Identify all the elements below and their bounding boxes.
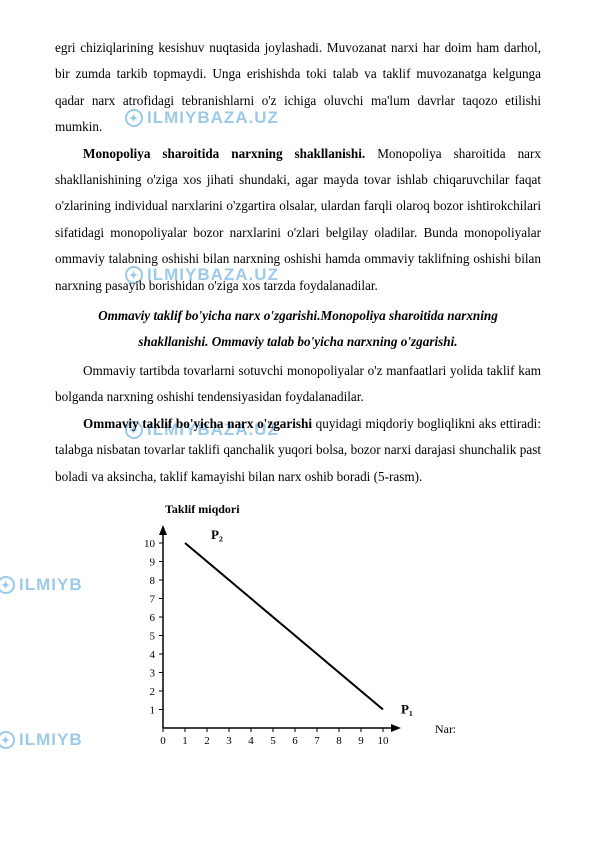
svg-text:5: 5: [270, 735, 276, 747]
heading-line-1: Ommaviy taklif bo'yicha narx o'zgarishi.…: [55, 303, 541, 329]
svg-text:9: 9: [150, 556, 156, 568]
paragraph-4: Ommaviy taklif bo'yicha narx o'zgarishi …: [55, 411, 541, 490]
paragraph-4-lead: Ommaviy taklif bo'yicha narx o'zgarishi: [83, 416, 312, 431]
supply-chart: Taklif miqdori 1 2 3 4 5 6 7 8 9 10 0 1 2 3 4 5 6 7 8 9 10 P₂…: [115, 502, 541, 758]
chart-title: Taklif miqdori: [165, 502, 541, 517]
paragraph-3: Ommaviy tartibda tovarlarni sotuvchi mon…: [55, 358, 541, 411]
paragraph-2: Monopoliya sharoitida narxning shakllani…: [55, 141, 541, 299]
paragraph-1: egri chiziqlarining kesishuv nuqtasida j…: [55, 35, 541, 141]
svg-text:6: 6: [292, 735, 298, 747]
chart-svg: 1 2 3 4 5 6 7 8 9 10 0 1 2 3 4 5 6 7 8 9 10 P₂ P₁ Narx: [115, 523, 455, 753]
svg-text:Narx: Narx: [435, 722, 455, 736]
paragraph-2-lead: Monopoliya sharoitida narxning shakllani…: [83, 146, 365, 161]
svg-text:3: 3: [150, 667, 156, 679]
svg-text:2: 2: [204, 735, 210, 747]
svg-text:8: 8: [150, 575, 156, 587]
heading-line-2: shakllanishi. Ommaviy talab bo'yicha nar…: [55, 329, 541, 355]
svg-text:7: 7: [314, 735, 320, 747]
svg-text:4: 4: [150, 649, 156, 661]
svg-text:3: 3: [226, 735, 232, 747]
paragraph-2-body: Monopoliya sharoitida narx shakllanishin…: [55, 146, 541, 293]
svg-text:1: 1: [182, 735, 188, 747]
svg-text:10: 10: [144, 538, 156, 550]
svg-text:2: 2: [150, 686, 156, 698]
svg-text:1: 1: [150, 704, 156, 716]
svg-text:P₁: P₁: [401, 701, 413, 716]
svg-text:6: 6: [150, 612, 156, 624]
page-content: egri chiziqlarining kesishuv nuqtasida j…: [0, 0, 596, 778]
svg-text:P₂: P₂: [211, 527, 223, 542]
svg-text:0: 0: [160, 735, 166, 747]
svg-text:8: 8: [336, 735, 342, 747]
svg-text:5: 5: [150, 630, 156, 642]
svg-text:9: 9: [358, 735, 364, 747]
svg-text:7: 7: [150, 593, 156, 605]
svg-text:4: 4: [248, 735, 254, 747]
svg-text:10: 10: [378, 735, 390, 747]
